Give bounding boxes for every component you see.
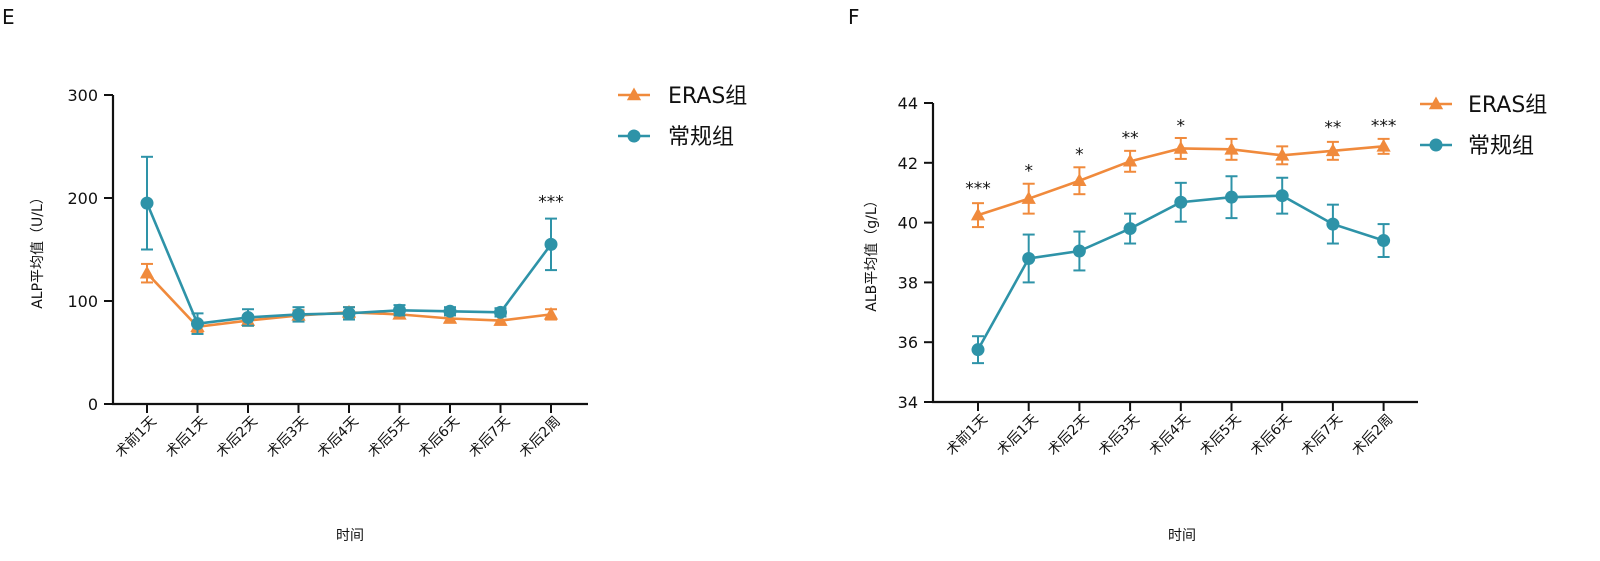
significance-label: ** [1324, 118, 1341, 138]
series-conventional [971, 175, 1391, 365]
x-tick-label: 术后2天 [214, 414, 261, 461]
data-point [1072, 244, 1086, 258]
y-tick-label: 42 [898, 154, 918, 173]
data-point [1122, 153, 1138, 167]
x-tick-label: 术后5天 [1197, 412, 1244, 459]
data-point [1173, 140, 1188, 154]
data-point [1072, 173, 1087, 186]
data-point [544, 237, 558, 251]
x-tick-label: 术后2周 [1349, 412, 1396, 459]
x-tick-label: 术前1天 [112, 413, 160, 461]
y-tick-label: 300 [67, 86, 98, 105]
chart-panel-f: F 34 36 38 40 42 44 术前1天 术后1天 术后2天 术后3天 术后4天 术后5天 术后6… [848, 5, 1547, 544]
x-tick-label: 术后3天 [264, 414, 311, 461]
x-tick-label: 术后6天 [416, 414, 463, 461]
significance-label: *** [965, 179, 991, 199]
x-tick-label: 术后7天 [1298, 412, 1345, 459]
data-point [970, 207, 986, 221]
y-axis-title: ALP平均值（U/L） [30, 190, 46, 309]
data-point [971, 343, 985, 357]
legend-label: ERAS组 [1468, 93, 1547, 118]
x-tick-label: 术后6天 [1248, 412, 1295, 459]
x-tick-label: 术后4天 [315, 414, 362, 461]
data-point [1021, 191, 1036, 204]
legend-marker [1429, 138, 1443, 152]
y-tick-label: 100 [67, 292, 98, 311]
panel-label: F [848, 5, 860, 29]
x-tick-label: 术后1天 [163, 414, 210, 461]
data-point [1376, 138, 1391, 152]
x-tick-label: 术前1天 [943, 411, 991, 459]
y-tick-label: 0 [88, 395, 98, 414]
y-tick-label: 40 [898, 214, 918, 233]
significance-label: *** [538, 192, 564, 212]
legend-marker [626, 87, 642, 101]
data-point [342, 306, 356, 320]
data-point [191, 317, 204, 331]
series-conventional [140, 155, 558, 335]
legend-marker [1428, 96, 1444, 110]
data-point [543, 306, 559, 320]
y-tick-label: 36 [898, 333, 918, 352]
x-tick-label: 术后7天 [466, 414, 513, 461]
x-axis-title: 时间 [336, 528, 364, 544]
data-point [493, 313, 508, 326]
panel-label: E [2, 5, 15, 29]
y-axis-title: ALB平均值（g/L） [864, 193, 880, 311]
x-tick-label: 术后3天 [1096, 412, 1143, 459]
x-axis-title: 时间 [1168, 528, 1196, 544]
data-point [1224, 141, 1239, 155]
data-point [1022, 251, 1036, 265]
data-point [1326, 217, 1340, 231]
significance-label: * [1075, 145, 1084, 165]
legend-marker [627, 129, 641, 143]
significance-label: * [1024, 161, 1033, 181]
legend-label: ERAS组 [668, 84, 747, 109]
data-point [443, 304, 457, 318]
data-point [140, 196, 154, 210]
data-point [1225, 190, 1238, 204]
y-tick-label: 34 [898, 393, 918, 412]
y-tick-label: 44 [898, 94, 918, 113]
data-point [494, 305, 507, 319]
x-tick-label: 术后2周 [517, 414, 564, 461]
data-point [1325, 143, 1341, 157]
data-point [241, 310, 255, 324]
data-point [1275, 147, 1290, 161]
significance-label: ** [1122, 128, 1139, 148]
x-tick-label: 术后1天 [994, 412, 1041, 459]
significance-label: * [1177, 116, 1186, 136]
data-point [292, 307, 305, 321]
series-eras [970, 136, 1391, 229]
chart-panel-e: E0100200300术前1天 术后1天 术后2天 术后3天 术后4天 术后5天 术后6天术… [2, 5, 747, 544]
legend-label: 常规组 [1468, 134, 1534, 159]
data-point [1275, 189, 1289, 203]
data-point [393, 303, 406, 317]
data-point [1174, 195, 1188, 209]
data-point [1123, 222, 1137, 236]
significance-label: *** [1371, 116, 1397, 136]
data-point [139, 265, 155, 279]
data-point [1377, 234, 1391, 248]
y-tick-label: 38 [898, 273, 918, 292]
x-tick-label: 术后4天 [1146, 412, 1193, 459]
legend-label: 常规组 [668, 125, 734, 150]
x-tick-label: 术后2天 [1045, 412, 1092, 459]
y-tick-label: 200 [67, 189, 98, 208]
x-tick-label: 术后5天 [365, 414, 412, 461]
